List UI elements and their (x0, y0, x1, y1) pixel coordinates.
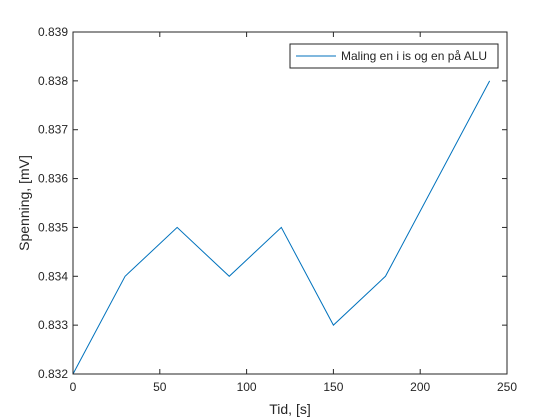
plot-area (73, 32, 507, 374)
y-axis-label: Spenning, [mV] (16, 155, 32, 251)
x-tick-label: 150 (323, 380, 343, 394)
x-tick-label: 0 (70, 380, 77, 394)
x-tick-label: 50 (153, 380, 167, 394)
series-layer (72, 80, 491, 375)
y-tick-label: 0.833 (38, 318, 68, 332)
series-line (72, 80, 491, 375)
legend-label: Maling en i is og en på ALU (341, 49, 487, 63)
y-tick-label: 0.834 (38, 269, 68, 283)
y-tick-label: 0.837 (38, 123, 68, 137)
y-tick-label: 0.832 (38, 367, 68, 381)
labels-layer: Tid, [s] Spenning, [mV] (16, 155, 311, 417)
y-tick-label: 0.836 (38, 172, 68, 186)
y-tick-label: 0.835 (38, 220, 68, 234)
y-tick-label: 0.838 (38, 74, 68, 88)
ticks-layer: 0 50 100 150 200 250 0.832 0.833 0.834 0.835 0.836… (38, 25, 517, 394)
legend: Maling en i is og en på ALU (289, 43, 499, 69)
plot-frame (72, 31, 508, 375)
x-tick-label: 100 (237, 380, 257, 394)
y-tick-label: 0.839 (38, 25, 68, 39)
x-tick-label: 200 (410, 380, 430, 394)
x-tick-label: 250 (497, 380, 517, 394)
x-axis-label: Tid, [s] (269, 401, 311, 417)
